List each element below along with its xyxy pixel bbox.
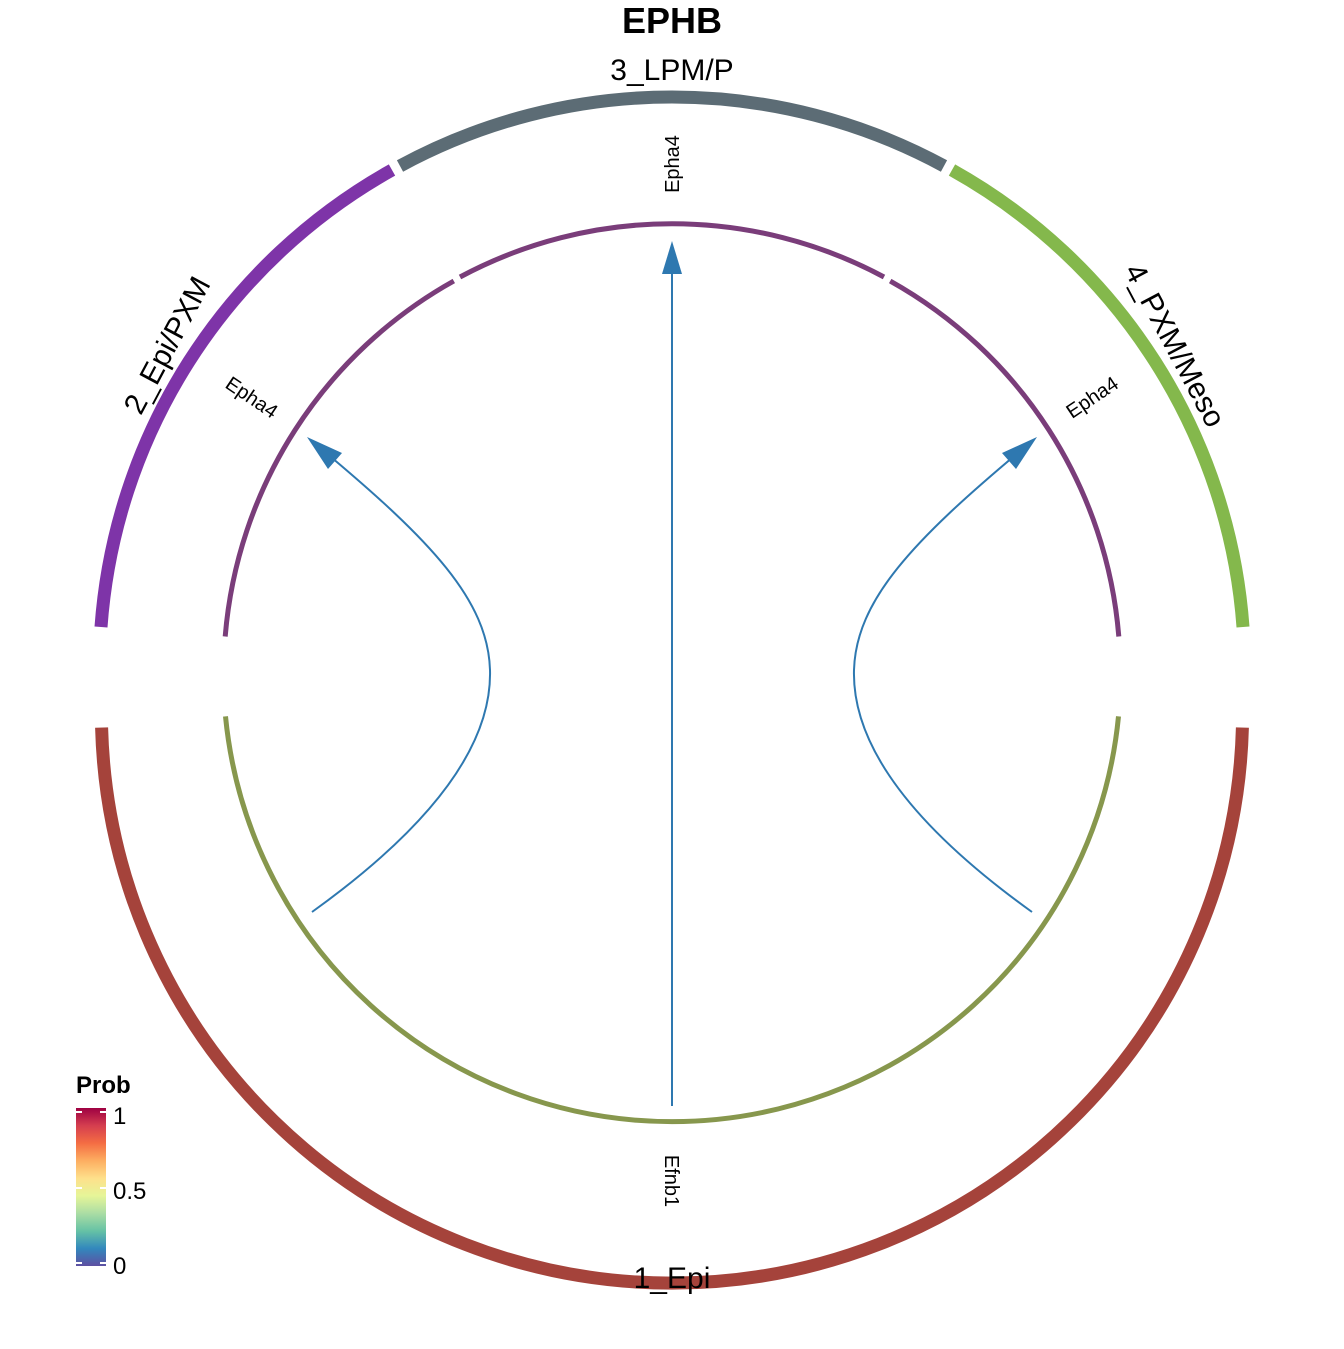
legend-tick-label-0: 0 (113, 1253, 126, 1280)
gene-label-epha4-lpm-p: Epha4 (662, 135, 684, 193)
group-arc-1-epi (95, 727, 1249, 1290)
link-efnb1-to-epha4-epi-pxm (311, 451, 492, 913)
link-arrowhead-epi-pxm (307, 437, 342, 469)
gene-label-epha4-pxm-meso: Epha4 (1063, 373, 1123, 424)
legend-tick-label-0-5: 0.5 (113, 1178, 146, 1205)
group-arc-2-epi-pxm (94, 164, 396, 628)
gene-label-epha4-epi-pxm: Epha4 (221, 373, 281, 424)
gene-label-efnb1: Efnb1 (660, 1155, 682, 1207)
group-label-3-lpm-p: 3_LPM/P (610, 54, 733, 87)
link-arrowhead-pxm-meso (1002, 437, 1037, 469)
link-arrowhead-lpm-p (662, 241, 682, 274)
group-arc-4-pxm-meso (948, 164, 1250, 628)
gene-arc-efnb1 (223, 716, 1121, 1125)
legend-title: Prob (76, 1072, 131, 1099)
link-efnb1-to-epha4-pxm-meso (852, 451, 1033, 913)
legend: Prob 1 0.5 0 (76, 1072, 146, 1280)
gene-arc-epha4-pxm-meso (888, 278, 1122, 637)
group-arc-3-lpm-p (396, 90, 948, 172)
gene-arc-epha4-lpm-p (458, 221, 886, 280)
gene-arc-epha4-epi-pxm (222, 278, 456, 637)
legend-tick-label-1: 1 (113, 1103, 126, 1130)
diagram-title: EPHB (622, 0, 722, 41)
group-label-1-epi: 1_Epi (634, 1262, 711, 1295)
